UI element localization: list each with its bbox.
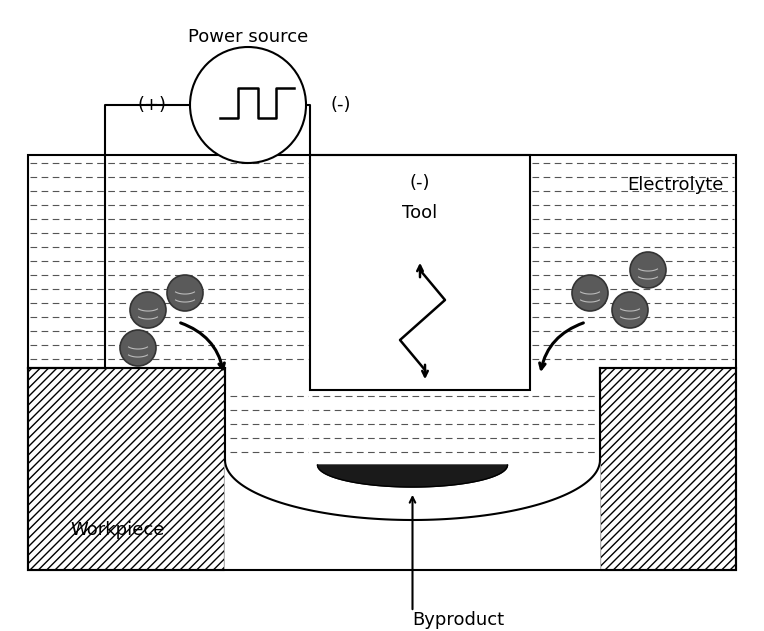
Text: Electrolyte: Electrolyte — [627, 176, 724, 194]
Text: Tool: Tool — [403, 204, 438, 222]
Bar — [225, 368, 310, 390]
Circle shape — [120, 330, 156, 366]
Text: Byproduct: Byproduct — [413, 611, 505, 629]
Circle shape — [167, 275, 203, 311]
Bar — [310, 155, 530, 390]
Polygon shape — [225, 390, 600, 580]
Bar — [28, 368, 225, 570]
Circle shape — [612, 292, 648, 328]
Bar — [225, 510, 600, 570]
Circle shape — [572, 275, 608, 311]
Text: Workpiece: Workpiece — [71, 521, 165, 539]
Bar — [28, 155, 310, 368]
Bar — [600, 368, 736, 570]
Bar — [28, 155, 736, 570]
Text: (-): (-) — [410, 174, 430, 192]
Bar — [530, 155, 736, 368]
Circle shape — [190, 47, 306, 163]
Polygon shape — [318, 465, 507, 487]
Circle shape — [630, 252, 666, 288]
Bar — [530, 368, 600, 390]
Text: (-): (-) — [331, 96, 351, 114]
Circle shape — [130, 292, 166, 328]
Bar — [28, 155, 736, 570]
Bar — [310, 368, 530, 390]
Text: (+): (+) — [138, 96, 167, 114]
Text: Power source: Power source — [188, 28, 308, 46]
Bar — [225, 390, 600, 570]
